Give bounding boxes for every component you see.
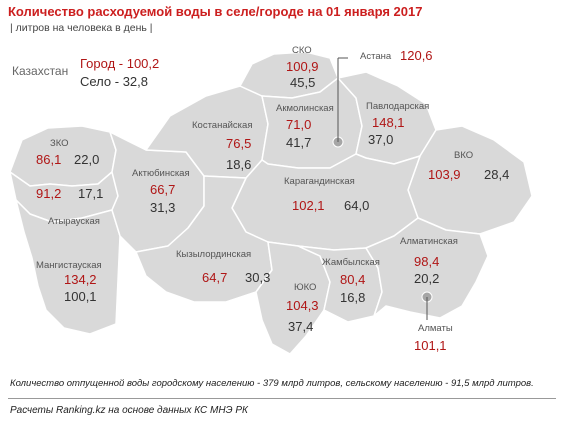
source-note: Расчеты Ranking.kz на основе данных КС М… xyxy=(10,405,248,416)
rural-value-sko: 45,5 xyxy=(290,75,316,90)
region-name-karagandinskaya: Карагандинская xyxy=(284,176,355,187)
city-value-aktyubinskaya: 66,7 xyxy=(150,182,176,197)
kazakhstan-rural-value: Село - 32,8 xyxy=(80,74,149,89)
rural-value-kostanayskaya: 18,6 xyxy=(226,157,252,172)
rural-value-atyrauskaya: 17,1 xyxy=(78,186,104,201)
rural-value-almatinskaya: 20,2 xyxy=(414,271,440,286)
region-name-astana: Астана xyxy=(360,51,392,62)
kazakhstan-city-value: Город - 100,2 xyxy=(80,56,160,71)
region-name-aktyubinskaya: Актюбинская xyxy=(132,168,190,179)
rural-value-mangistauskaya: 100,1 xyxy=(64,289,97,304)
rural-value-zko: 22,0 xyxy=(74,152,100,167)
city-value-mangistauskaya: 134,2 xyxy=(64,272,97,287)
rural-value-yuko: 37,4 xyxy=(288,319,314,334)
kazakhstan-label: Казахстан xyxy=(12,64,69,78)
rural-value-pavlodarskaya: 37,0 xyxy=(368,132,394,147)
region-kyzylordinskaya xyxy=(135,175,273,303)
rural-value-aktyubinskaya: 31,3 xyxy=(150,200,176,215)
city-value-akmolinskaya: 71,0 xyxy=(286,117,312,132)
region-name-pavlodarskaya: Павлодарская xyxy=(366,101,430,112)
rural-value-vko: 28,4 xyxy=(484,167,510,182)
city-value-almaty: 101,1 xyxy=(414,338,447,353)
rural-value-karagandinskaya: 64,0 xyxy=(344,198,370,213)
rural-value-zhambylskaya: 16,8 xyxy=(340,290,366,305)
divider xyxy=(8,398,556,399)
region-name-yuko: ЮКО xyxy=(294,282,317,293)
region-name-akmolinskaya: Акмолинская xyxy=(276,103,334,114)
city-value-atyrauskaya: 91,2 xyxy=(36,186,62,201)
city-value-astana: 120,6 xyxy=(400,48,433,63)
region-name-kostanayskaya: Костанайская xyxy=(192,120,253,131)
region-name-sko: СКО xyxy=(292,45,312,56)
city-value-sko: 100,9 xyxy=(286,59,319,74)
region-almatinskaya xyxy=(365,217,489,319)
rural-value-kyzylordinskaya: 30,3 xyxy=(245,270,271,285)
city-value-almatinskaya: 98,4 xyxy=(414,254,440,269)
city-value-karagandinskaya: 102,1 xyxy=(292,198,325,213)
region-name-vko: ВКО xyxy=(454,150,474,161)
region-name-kyzylordinskaya: Кызылординская xyxy=(176,249,252,260)
page-subtitle: | литров на человека в день | xyxy=(10,22,153,34)
city-value-zko: 86,1 xyxy=(36,152,62,167)
region-name-almaty: Алматы xyxy=(418,323,453,334)
region-name-mangistauskaya: Мангистауская xyxy=(36,260,102,271)
region-name-zhambylskaya: Жамбылская xyxy=(322,257,380,268)
city-value-kyzylordinskaya: 64,7 xyxy=(202,270,228,285)
city-value-kostanayskaya: 76,5 xyxy=(226,136,252,151)
footnote: Количество отпущенной воды городскому на… xyxy=(10,378,534,389)
region-name-atyrauskaya: Атырауская xyxy=(48,216,100,227)
page-title: Количество расходуемой воды в селе/город… xyxy=(8,4,423,19)
city-value-yuko: 104,3 xyxy=(286,298,319,313)
rural-value-akmolinskaya: 41,7 xyxy=(286,135,312,150)
region-name-almatinskaya: Алматинская xyxy=(400,236,458,247)
city-value-vko: 103,9 xyxy=(428,167,461,182)
region-name-zko: ЗКО xyxy=(50,138,69,149)
city-value-pavlodarskaya: 148,1 xyxy=(372,115,405,130)
city-value-zhambylskaya: 80,4 xyxy=(340,272,366,287)
region-karagandinskaya xyxy=(231,153,421,251)
region-mangistauskaya xyxy=(15,199,121,335)
region-zko xyxy=(9,125,117,187)
